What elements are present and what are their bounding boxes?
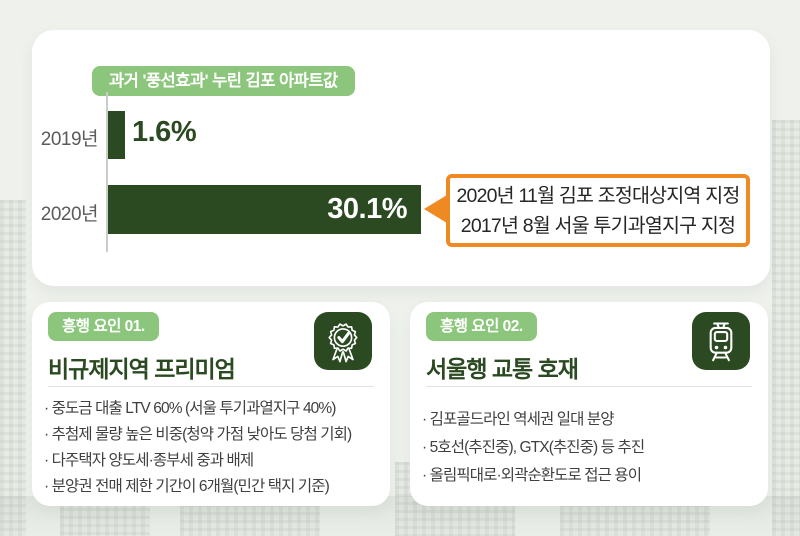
chart-title-badge: 과거 '풍선효과' 누린 김포 아파트값 <box>92 66 355 96</box>
factor-1-bullet-list: · 중도금 대출 LTV 60% (서울 투기과열지구 40%) · 추첨제 물… <box>44 396 386 500</box>
regulation-callout: 2020년 11월 김포 조정대상지역 지정 2017년 8월 서울 투기과열지… <box>446 174 750 247</box>
factor-1-bullet: · 분양권 전매 제한 기간이 6개월(민간 택지 기준) <box>44 478 330 495</box>
factor-1-badge: 흥행 요인 01. <box>48 312 159 341</box>
bar-value-2019: 1.6% <box>132 116 197 148</box>
divider <box>48 386 374 387</box>
factor-2-bullet: · 5호선(추진중), GTX(추진중) 등 추진 <box>422 439 645 456</box>
factor-2-title: 서울행 교통 호재 <box>426 356 579 382</box>
factor-2-bullet: · 김포골드라인 역세권 일대 분양 <box>422 411 614 428</box>
factor-2-bullet-list: · 김포골드라인 역세권 일대 분양 · 5호선(추진중), GTX(추진중) … <box>422 406 764 490</box>
factor-1-bullet: · 다주택자 양도세·종부세 중과 배제 <box>44 452 254 469</box>
axis-label-2019: 2019년 <box>40 129 99 150</box>
factor-card-2: 흥행 요인 02. 서울행 교통 호재 · 김포골드라인 역세권 일대 분양 ·… <box>410 302 768 506</box>
bar-2019 <box>108 111 125 159</box>
divider <box>426 386 752 387</box>
factor-2-bullet: · 올림픽대로·외곽순환도로 접근 용이 <box>422 467 642 484</box>
award-ribbon-icon <box>314 312 372 370</box>
callout-line-2: 2017년 8월 서울 투기과열지구 지정 <box>460 215 736 237</box>
factor-card-1: 흥행 요인 01. 비규제지역 프리미엄 · 중도금 대출 LTV 60% (서… <box>32 302 390 506</box>
bar-2020: 30.1% <box>108 185 421 234</box>
background-building <box>0 200 26 536</box>
callout-line-1: 2020년 11월 김포 조정대상지역 지정 <box>456 185 741 207</box>
train-icon <box>692 312 750 370</box>
factor-1-bullet: · 추첨제 물량 높은 비중(청약 가점 낮아도 당첨 기회) <box>44 426 352 443</box>
axis-label-2020: 2020년 <box>40 204 99 225</box>
bar-value-2020: 30.1% <box>327 193 407 225</box>
chart-axis-line <box>106 92 108 252</box>
factor-1-bullet: · 중도금 대출 LTV 60% (서울 투기과열지구 40%) <box>44 400 336 417</box>
callout-arrow-icon <box>424 195 447 223</box>
background-building <box>772 120 800 536</box>
factor-1-title: 비규제지역 프리미엄 <box>48 356 236 382</box>
factor-2-badge: 흥행 요인 02. <box>426 312 537 341</box>
chart-card: 과거 '풍선효과' 누린 김포 아파트값 2019년 1.6% 2020년 30… <box>32 30 770 286</box>
